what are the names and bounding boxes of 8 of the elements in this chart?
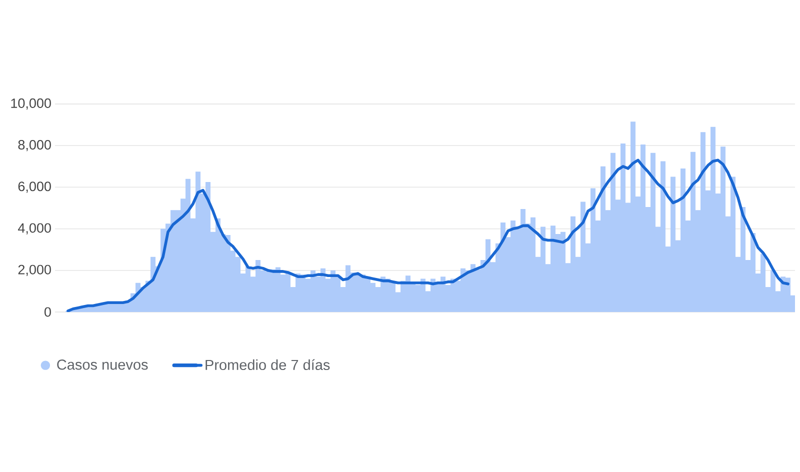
- y-tick-label: 6,000: [18, 182, 51, 193]
- y-tick-label: 0: [44, 307, 51, 317]
- y-tick-label: 8,000: [18, 140, 51, 152]
- y-tick-label: 4,000: [18, 223, 51, 234]
- legend-label: Promedio de 7 días: [206, 359, 330, 370]
- y-tick-label: 10,000: [11, 98, 51, 110]
- y-tick-label: 2,000: [18, 264, 51, 276]
- legend-label: Casos nuevos: [57, 360, 148, 370]
